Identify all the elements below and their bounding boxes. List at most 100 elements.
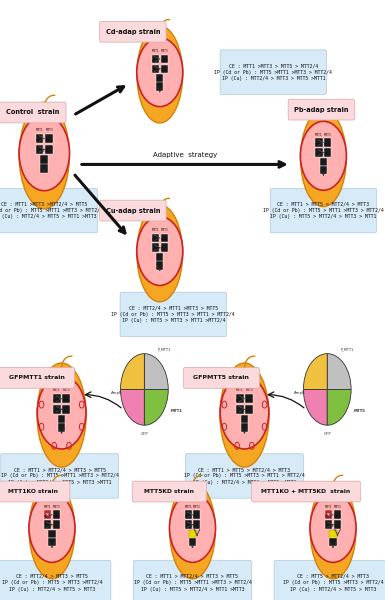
Text: CE : MTT1 >MTT3 >MTT2/4 > MTT5
IP (Cd or Pb) : MTT5 >MTT1 >MTT3 > MTT2/4
IP (Cu): CE : MTT1 >MTT3 >MTT2/4 > MTT5 IP (Cd or…	[0, 202, 103, 220]
Bar	[62, 394, 70, 403]
Wedge shape	[121, 353, 144, 389]
FancyBboxPatch shape	[183, 367, 259, 388]
Ellipse shape	[170, 482, 215, 579]
Ellipse shape	[37, 363, 86, 467]
Text: MTT1KO strain: MTT1KO strain	[8, 489, 58, 494]
Bar	[35, 134, 44, 143]
Text: Cu-adap strain: Cu-adap strain	[105, 208, 160, 214]
Bar	[189, 538, 196, 547]
Text: MTT5: MTT5	[353, 409, 365, 413]
Text: MTT2: MTT2	[152, 238, 159, 242]
Bar	[49, 538, 55, 547]
Text: MTT1: MTT1	[44, 505, 51, 509]
Ellipse shape	[137, 26, 182, 123]
Ellipse shape	[169, 493, 216, 562]
FancyBboxPatch shape	[274, 560, 385, 600]
Text: MTT1: MTT1	[152, 228, 159, 232]
Text: MTT4: MTT4	[45, 139, 53, 143]
FancyBboxPatch shape	[186, 454, 303, 498]
Text: MTT5: MTT5	[329, 524, 337, 528]
Text: MTT1: MTT1	[53, 388, 61, 392]
FancyBboxPatch shape	[252, 481, 360, 502]
Ellipse shape	[19, 115, 70, 191]
Bar	[156, 253, 163, 262]
Text: MTT2: MTT2	[53, 399, 61, 403]
Text: MTT3: MTT3	[161, 228, 168, 232]
Wedge shape	[327, 389, 351, 425]
Bar	[334, 511, 341, 519]
Text: CE : MTT1 >MTT3 > MTT5 > MTT2/4
IP (Cd or Pb) : MTT5 >MTT1 >MTT3 > MTT2/4
IP (Cu: CE : MTT1 >MTT3 > MTT5 > MTT2/4 IP (Cd o…	[214, 63, 332, 81]
Text: MTT3: MTT3	[45, 128, 53, 132]
Text: MTT2: MTT2	[325, 515, 332, 519]
FancyBboxPatch shape	[220, 50, 326, 94]
FancyBboxPatch shape	[0, 188, 97, 233]
FancyBboxPatch shape	[132, 481, 206, 502]
Bar	[44, 520, 51, 529]
Bar	[161, 244, 168, 252]
Bar	[40, 164, 48, 173]
Text: MTT2: MTT2	[184, 515, 192, 519]
Ellipse shape	[137, 38, 183, 107]
Ellipse shape	[19, 102, 69, 209]
Bar	[45, 134, 53, 143]
Ellipse shape	[310, 482, 356, 579]
Text: MTT1: MTT1	[171, 409, 182, 413]
Text: MTT5KD strain: MTT5KD strain	[144, 489, 194, 494]
Bar	[241, 423, 248, 432]
Bar	[53, 404, 61, 414]
Text: CE : MTT1 > MTT5 = MTT2/4 > MTT3
IP (Cd or Pb) : MTT5 > MTT1 >MTT3 > MTT2/4
IP (: CE : MTT1 > MTT5 = MTT2/4 > MTT3 IP (Cd …	[263, 202, 384, 220]
Bar	[58, 415, 65, 424]
Wedge shape	[303, 389, 327, 425]
Bar	[156, 261, 163, 269]
Bar	[152, 233, 159, 242]
Ellipse shape	[220, 376, 269, 449]
Text: GFP: GFP	[323, 433, 331, 436]
FancyBboxPatch shape	[120, 292, 226, 337]
Bar	[184, 520, 192, 529]
Wedge shape	[303, 353, 327, 389]
Text: X: X	[327, 513, 330, 517]
Text: MTT5: MTT5	[320, 152, 327, 156]
FancyBboxPatch shape	[288, 99, 355, 120]
Text: MTT4: MTT4	[245, 399, 253, 403]
Bar	[156, 74, 163, 83]
Text: X: X	[46, 513, 49, 517]
Bar	[330, 530, 336, 538]
Bar	[325, 520, 332, 529]
Text: MTT4: MTT4	[53, 515, 60, 519]
Text: CE : MTT1 > MTT2/4 > MTT3 > MTT5
IP (Cd or Pb) : MTT5 >MTT1 >MTT3 > MTT2/4
IP (C: CE : MTT1 > MTT2/4 > MTT3 > MTT5 IP (Cd …	[1, 467, 119, 485]
Text: MTT1: MTT1	[236, 388, 244, 392]
Text: MTT3: MTT3	[62, 388, 70, 392]
Text: MTT1: MTT1	[152, 49, 159, 53]
Bar	[161, 233, 168, 242]
Bar	[315, 139, 323, 147]
Bar	[62, 404, 70, 414]
Bar	[193, 511, 201, 519]
Text: MTT1: MTT1	[36, 128, 43, 132]
Bar	[152, 55, 159, 64]
Bar	[193, 520, 201, 529]
Ellipse shape	[137, 217, 183, 286]
FancyBboxPatch shape	[1, 454, 119, 498]
Bar	[334, 520, 341, 529]
Bar	[324, 139, 331, 147]
Text: MTT4: MTT4	[161, 238, 168, 242]
Bar	[35, 145, 44, 154]
FancyBboxPatch shape	[0, 367, 75, 388]
Text: Control  strain: Control strain	[6, 109, 59, 115]
Bar	[161, 55, 168, 64]
Text: MTT1KO + MTT5KD  strain: MTT1KO + MTT5KD strain	[261, 489, 351, 494]
Bar	[184, 511, 192, 519]
Bar	[189, 530, 196, 538]
Text: CE : MTT1 > MTT5 > MTT2/4 > MTT3
IP (Cd or Pb) : MTT5 >MTT3 > MTT1 > MTT2/4
IP (: CE : MTT1 > MTT5 > MTT2/4 > MTT3 IP (Cd …	[184, 467, 305, 485]
Wedge shape	[144, 389, 168, 425]
FancyBboxPatch shape	[0, 102, 66, 123]
Bar	[156, 82, 163, 91]
Bar	[325, 511, 332, 519]
Bar	[324, 148, 331, 157]
Text: MTT2: MTT2	[36, 139, 43, 143]
FancyBboxPatch shape	[99, 200, 166, 221]
Text: MTT5: MTT5	[156, 247, 164, 251]
Bar	[45, 145, 53, 154]
Text: MTT3: MTT3	[245, 388, 253, 392]
